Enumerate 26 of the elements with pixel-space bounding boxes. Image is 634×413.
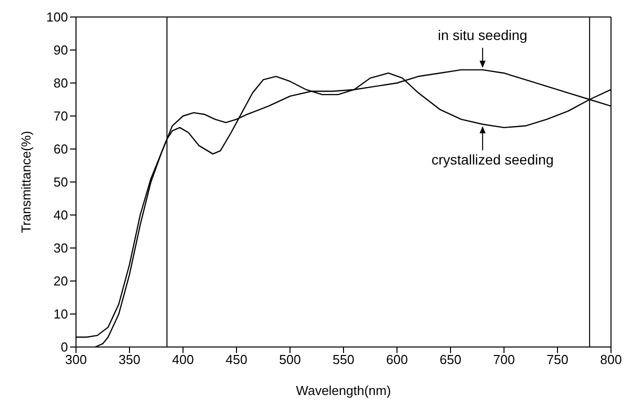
x-tick-label: 500 [279,352,301,368]
x-tick-label: 400 [172,352,194,368]
y-tick-label: 10 [54,306,68,322]
y-tick-label: 70 [54,108,68,124]
x-tick-label: 800 [600,352,622,368]
y-tick-label: 100 [46,10,68,25]
x-axis-title: Wavelength(nm) [296,383,391,398]
x-tick-label: 550 [332,352,354,368]
annotation: in situ seeding [438,26,528,43]
y-tick-label: 90 [54,42,68,58]
y-tick-label: 80 [54,76,68,91]
y-tick-label: 20 [54,274,68,289]
y-tick-label: 40 [54,208,68,223]
y-tick-label: 60 [54,142,68,157]
y-tick-label: 0 [60,340,68,355]
x-tick-label: 750 [546,352,568,368]
x-tick-label: 300 [65,352,87,368]
x-tick-label: 650 [440,352,462,368]
y-axis-title: Transmittance(%) [18,130,34,234]
x-tick-label: 450 [226,352,248,368]
x-tick-label: 600 [386,352,408,368]
annotation: crystallized seeding [432,151,554,168]
y-tick-label: 30 [54,240,68,256]
x-tick-label: 350 [118,352,140,368]
y-tick-label: 50 [54,174,68,190]
x-tick-label: 700 [493,352,515,368]
